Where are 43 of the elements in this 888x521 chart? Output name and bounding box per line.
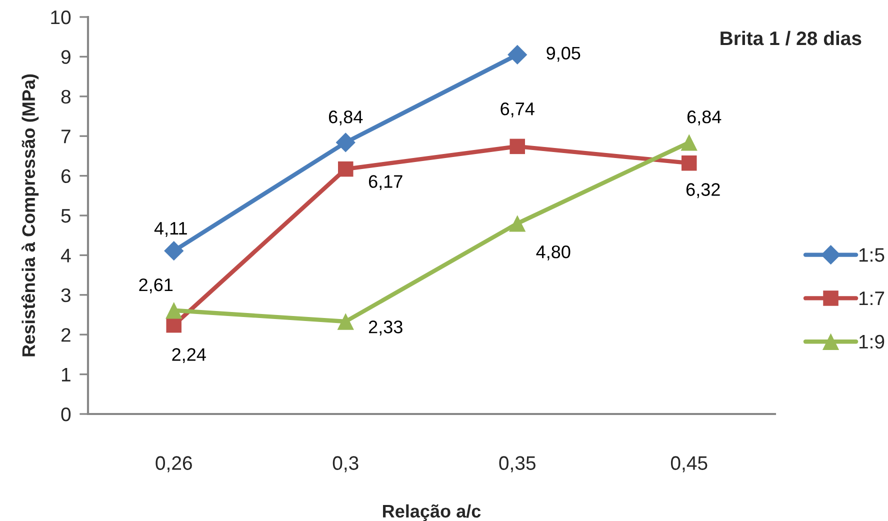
y-tick-label: 7 — [62, 130, 70, 144]
x-tick-label: 0,45 — [670, 456, 708, 472]
y-tick-label: 3 — [61, 288, 70, 302]
y-tick-label: 5 — [61, 209, 71, 223]
point — [680, 134, 698, 151]
legend-label: 1:7 — [859, 292, 884, 306]
data-label: 6,32 — [686, 183, 720, 198]
point — [509, 215, 526, 232]
data-label: 6,74 — [500, 102, 534, 118]
data-label: 2,24 — [172, 348, 206, 364]
point — [164, 241, 184, 261]
y-tick-label: 1 — [62, 368, 70, 382]
legend-label: 1:5 — [859, 248, 884, 262]
y-tick-label: 4 — [60, 248, 71, 262]
point — [336, 132, 356, 152]
point — [508, 44, 528, 65]
data-label: 2,33 — [368, 320, 402, 336]
x-tick-label: 0,3 — [332, 456, 358, 472]
y-tick-label: 8 — [61, 90, 70, 104]
point — [681, 155, 697, 171]
y-tick-label: 10 — [51, 10, 71, 24]
y-axis-title: Resistência à Compressão (MPa) — [21, 74, 39, 356]
point — [166, 317, 182, 333]
text: Brita 1 / 28 dias — [720, 30, 862, 46]
data-label: 4,80 — [536, 246, 570, 260]
x-tick-label: 0,35 — [499, 456, 536, 472]
y-tick-label: 0 — [61, 407, 71, 422]
x-tick-label: 0,26 — [156, 456, 192, 472]
data-label: 6,84 — [687, 110, 722, 126]
data-label: 9,05 — [546, 46, 580, 62]
y-tick-label: 9 — [61, 50, 70, 64]
data-label: 2,61 — [139, 278, 173, 294]
point — [338, 161, 354, 177]
data-label: 6,84 — [328, 110, 363, 126]
point — [510, 138, 526, 154]
x-axis-title: Relação a/c — [383, 504, 481, 521]
point — [166, 302, 182, 319]
y-tick-label: 2 — [62, 328, 70, 342]
data-label: 6,17 — [368, 175, 402, 190]
point — [337, 313, 354, 330]
y-tick-label: 6 — [62, 169, 70, 184]
legend-label: 1:9 — [859, 334, 884, 349]
data-label: 4,11 — [154, 222, 187, 237]
